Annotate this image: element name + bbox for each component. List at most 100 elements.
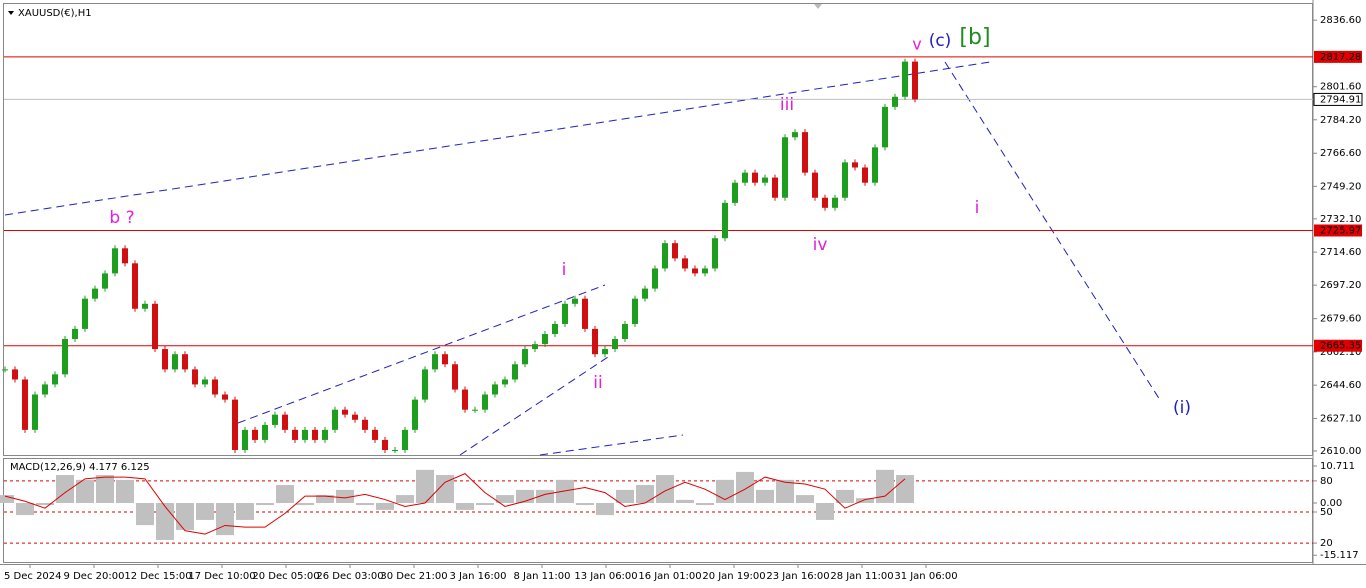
wave-label: i: [562, 260, 567, 280]
x-tick-label: 23 Jan 16:00: [766, 571, 829, 582]
candle: [342, 409, 348, 415]
y-tick-label: 2784.20: [1320, 115, 1361, 126]
candle: [12, 369, 18, 380]
macd-bar: [376, 503, 394, 510]
candle: [442, 354, 448, 365]
candle: [612, 338, 618, 350]
x-tick-label: 13 Jan 06:00: [574, 571, 637, 582]
candle: [592, 328, 598, 355]
candle: [902, 61, 908, 97]
trend-lines: [4, 61, 1161, 456]
candle: [122, 248, 128, 264]
macd-y-tick-label: -15.117: [1320, 550, 1359, 561]
macd-bar: [896, 475, 914, 504]
wave-label: (i): [1173, 398, 1191, 418]
candle: [232, 399, 238, 451]
current-price-label: 2794.91: [1320, 94, 1361, 105]
level-label: 2665.35: [1320, 341, 1361, 352]
candle: [842, 162, 848, 198]
trend-line: [539, 434, 684, 456]
macd-bar: [216, 503, 234, 536]
candle: [652, 268, 658, 289]
macd-bar: [156, 503, 174, 540]
candle: [62, 338, 68, 375]
candle: [512, 364, 518, 380]
macd-bar: [496, 495, 514, 504]
wave-label: ii: [593, 373, 602, 393]
wave-label: v: [912, 35, 921, 54]
wave-label: (c): [929, 31, 952, 51]
candle: [132, 263, 138, 309]
candle: [752, 172, 758, 183]
candle: [112, 248, 118, 274]
candle: [552, 323, 558, 335]
candle: [262, 424, 268, 440]
candle: [152, 303, 158, 350]
trend-line: [237, 284, 606, 424]
macd-bar: [796, 495, 814, 504]
macd-bar: [0, 495, 14, 504]
wave-label: iv: [813, 235, 828, 255]
wave-label: i: [975, 198, 980, 218]
trend-line: [944, 61, 1161, 401]
y-tick-label: 2610.00: [1320, 446, 1361, 457]
macd-bar: [36, 503, 54, 506]
macd-bar: [676, 499, 694, 504]
x-tick-label: 5 Dec 2024: [4, 571, 62, 582]
y-tick-label: 2714.60: [1320, 247, 1361, 258]
y-tick-label: 2732.10: [1320, 214, 1361, 225]
candle: [702, 268, 708, 274]
candle: [72, 328, 78, 339]
candle: [452, 364, 458, 390]
macd-bar: [636, 485, 654, 504]
y-tick-label: 2679.60: [1320, 314, 1361, 325]
candle: [772, 177, 778, 198]
candle: [322, 429, 328, 440]
candle: [602, 349, 608, 355]
macd-y-tick-label: 0.00: [1320, 498, 1342, 509]
candle: [182, 354, 188, 370]
macd-bar: [116, 479, 134, 504]
symbol-menu[interactable]: [8, 11, 14, 15]
macd-y-tick-label: 80: [1320, 476, 1333, 487]
candle: [212, 379, 218, 395]
y-tick-label: 2644.60: [1320, 380, 1361, 391]
candle: [392, 450, 398, 452]
x-tick-label: 28 Jan 11:00: [830, 571, 893, 582]
candle: [252, 429, 258, 440]
candle: [692, 268, 698, 274]
candle: [832, 197, 838, 208]
candle: [92, 288, 98, 299]
macd-bar: [356, 503, 374, 506]
candle: [732, 182, 738, 203]
candle: [102, 273, 108, 289]
y-tick-label: 2766.60: [1320, 148, 1361, 159]
candle: [582, 298, 588, 329]
candle: [712, 238, 718, 269]
candle: [892, 96, 898, 107]
candle: [22, 379, 28, 430]
candle: [852, 162, 858, 168]
candle: [312, 429, 318, 440]
candle: [162, 349, 168, 370]
trend-line: [4, 61, 991, 216]
y-tick-label: 2801.60: [1320, 82, 1361, 93]
candle: [202, 379, 208, 385]
macd-bar: [316, 495, 334, 504]
candle: [242, 429, 248, 451]
x-tick-label: 17 Dec 10:00: [188, 571, 255, 582]
macd-bar: [436, 475, 454, 504]
signal-line: [4, 473, 906, 535]
wave-label: b ?: [109, 208, 134, 228]
macd-bar: [296, 503, 314, 506]
macd-bar: [596, 503, 614, 516]
candle: [862, 167, 868, 183]
macd-bar: [276, 485, 294, 504]
candle: [822, 197, 828, 208]
candle: [502, 379, 508, 385]
candle: [682, 258, 688, 269]
y-tick-label: 2836.60: [1320, 15, 1361, 26]
macd-bar: [56, 475, 74, 504]
candle: [572, 298, 578, 304]
